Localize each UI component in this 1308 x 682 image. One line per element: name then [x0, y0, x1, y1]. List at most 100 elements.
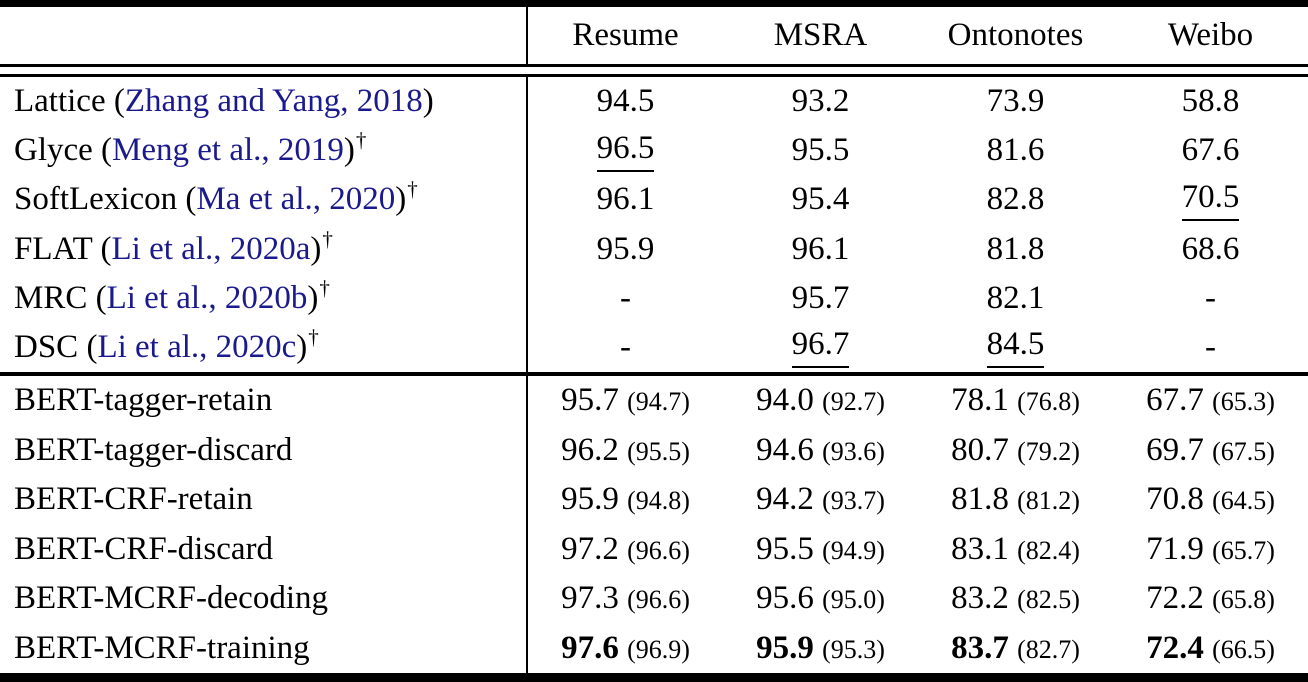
- metric-cell: 81.8 (81.2): [918, 481, 1113, 518]
- metric-subvalue: (65.8): [1212, 585, 1275, 615]
- method-label-text: SoftLexicon (Ma et al., 2020)†: [14, 177, 418, 218]
- table-row: SoftLexicon (Ma et al., 2020)† 96.1 95.4 82…: [0, 175, 1308, 225]
- citation-link[interactable]: Zhang and Yang, 2018: [124, 83, 423, 120]
- metric-value: 83.2: [951, 580, 1009, 617]
- metric-cell: -: [528, 280, 723, 317]
- metric-subvalue: (95.0): [822, 585, 885, 615]
- metric-cell: -: [1113, 329, 1308, 366]
- citation-link[interactable]: Li et al., 2020b: [106, 279, 308, 316]
- metric-cell: 95.4: [723, 181, 918, 218]
- metric-value: 96.5: [596, 130, 655, 172]
- method-name: BERT-tagger-discard: [14, 431, 293, 468]
- metric-value: 94.0: [756, 382, 814, 419]
- metric-subvalue: (65.3): [1212, 387, 1275, 417]
- metric-cell: 97.2 (96.6): [528, 531, 723, 568]
- table-top-rule: [0, 0, 1308, 7]
- metric-cell: 82.1: [918, 280, 1113, 317]
- metric-cell: 69.7 (67.5): [1113, 432, 1308, 469]
- metric-subvalue: (95.3): [822, 634, 885, 664]
- metric-cell: 93.2: [723, 83, 918, 120]
- metric-value: 94.6: [756, 431, 814, 468]
- citation-link[interactable]: Meng et al., 2019: [112, 132, 344, 169]
- metric-value: 67.7: [1146, 382, 1204, 419]
- metric-subvalue: (66.5): [1212, 634, 1275, 664]
- metric-cell: 80.7 (79.2): [918, 432, 1113, 469]
- metric-value: 72.4: [1146, 629, 1204, 666]
- metric-cell: 70.8 (64.5): [1113, 481, 1308, 518]
- metric-value: 95.9: [756, 629, 814, 666]
- metric-value: 94.2: [756, 481, 814, 518]
- metric-value: 95.4: [791, 181, 850, 218]
- metric-cell: 95.7: [723, 280, 918, 317]
- metric-value: 82.1: [986, 279, 1045, 316]
- metric-value: 67.6: [1181, 132, 1240, 169]
- metric-cell: 95.9: [528, 231, 723, 268]
- method-label: FLAT (Li et al., 2020a)†: [0, 224, 528, 274]
- metric-cell: 95.5 (94.9): [723, 531, 918, 568]
- column-header-weibo: Weibo: [1167, 17, 1254, 53]
- method-name: MRC (: [14, 279, 107, 316]
- metric-subvalue: (96.6): [627, 535, 690, 565]
- metric-value: 95.5: [756, 530, 814, 567]
- metric-value: 96.1: [596, 181, 655, 218]
- metric-cell: 81.8: [918, 231, 1113, 268]
- metric-cell: 97.3 (96.6): [528, 580, 723, 617]
- method-name: BERT-CRF-retain: [14, 481, 253, 518]
- metric-cell: 78.1 (76.8): [918, 382, 1113, 419]
- metric-subvalue: (64.5): [1212, 486, 1275, 516]
- table-row: FLAT (Li et al., 2020a)† 95.9 96.1 81.8 68.6: [0, 224, 1308, 274]
- metric-cell: 72.2 (65.8): [1113, 580, 1308, 617]
- metric-value: 95.6: [756, 580, 814, 617]
- method-name: SoftLexicon (: [14, 181, 197, 218]
- table-row: BERT-MCRF-decoding 97.3 (96.6) 95.6 (95.0)…: [0, 574, 1308, 624]
- metric-cell: -: [528, 329, 723, 366]
- table-row: BERT-CRF-discard 97.2 (96.6) 95.5 (94.9) 83…: [0, 524, 1308, 574]
- metric-subvalue: (65.7): [1212, 535, 1275, 565]
- metric-cell: 82.8: [918, 181, 1113, 218]
- column-header-msra: MSRA: [773, 17, 868, 53]
- metric-subvalue: (96.6): [627, 585, 690, 615]
- citation-link[interactable]: Ma et al., 2020: [196, 181, 396, 218]
- table-row: DSC (Li et al., 2020c)† - 96.7 84.5 -: [0, 322, 1308, 373]
- method-name: BERT-MCRF-decoding: [14, 580, 328, 617]
- table-row: MRC (Li et al., 2020b)† - 95.7 82.1 -: [0, 273, 1308, 323]
- citation-link[interactable]: Li et al., 2020a: [111, 230, 311, 267]
- metric-subvalue: (82.7): [1017, 634, 1080, 664]
- table-row: BERT-CRF-retain 95.9 (94.8) 94.2 (93.7) 81.…: [0, 475, 1308, 525]
- method-label: BERT-CRF-retain: [0, 475, 528, 525]
- metric-value: 97.6: [561, 629, 619, 666]
- metric-cell: 96.7: [723, 326, 918, 369]
- metric-value: -: [1205, 279, 1216, 316]
- citation-link[interactable]: Li et al., 2020c: [97, 328, 297, 365]
- metric-subvalue: (94.8): [627, 486, 690, 516]
- metric-cell: 96.1: [723, 231, 918, 268]
- metric-value: 78.1: [951, 382, 1009, 419]
- metric-value: 96.7: [791, 326, 850, 369]
- method-label-text: Glyce (Meng et al., 2019)†: [14, 128, 366, 169]
- metric-cell: 95.9 (94.8): [528, 481, 723, 518]
- metric-subvalue: (93.6): [822, 436, 885, 466]
- method-label: BERT-CRF-discard: [0, 524, 528, 574]
- metric-subvalue: (82.4): [1017, 535, 1080, 565]
- method-name: BERT-CRF-discard: [14, 530, 273, 567]
- table-row: Glyce (Meng et al., 2019)† 96.5 95.5 81.6 67…: [0, 126, 1308, 176]
- metric-subvalue: (81.2): [1017, 486, 1080, 516]
- metric-cell: 84.5: [918, 326, 1113, 369]
- metric-cell: 83.1 (82.4): [918, 531, 1113, 568]
- metric-cell: 83.2 (82.5): [918, 580, 1113, 617]
- dagger-mark: †: [308, 324, 319, 349]
- close-paren: ): [422, 83, 434, 120]
- metric-value: 96.2: [561, 431, 619, 468]
- metric-subvalue: (94.9): [822, 535, 885, 565]
- metric-cell: 96.2 (95.5): [528, 432, 723, 469]
- metric-subvalue: (76.8): [1017, 387, 1080, 417]
- metric-subvalue: (67.5): [1212, 436, 1275, 466]
- table-bottom-rule: [0, 673, 1308, 682]
- metric-cell: 58.8: [1113, 83, 1308, 120]
- section-separator-rule: [0, 372, 1308, 376]
- metric-subvalue: (94.7): [627, 387, 690, 417]
- metric-value: -: [1205, 328, 1216, 365]
- metric-value: 97.3: [561, 580, 619, 617]
- method-label-text: DSC (Li et al., 2020c)†: [14, 325, 319, 366]
- method-label: Glyce (Meng et al., 2019)†: [0, 126, 528, 176]
